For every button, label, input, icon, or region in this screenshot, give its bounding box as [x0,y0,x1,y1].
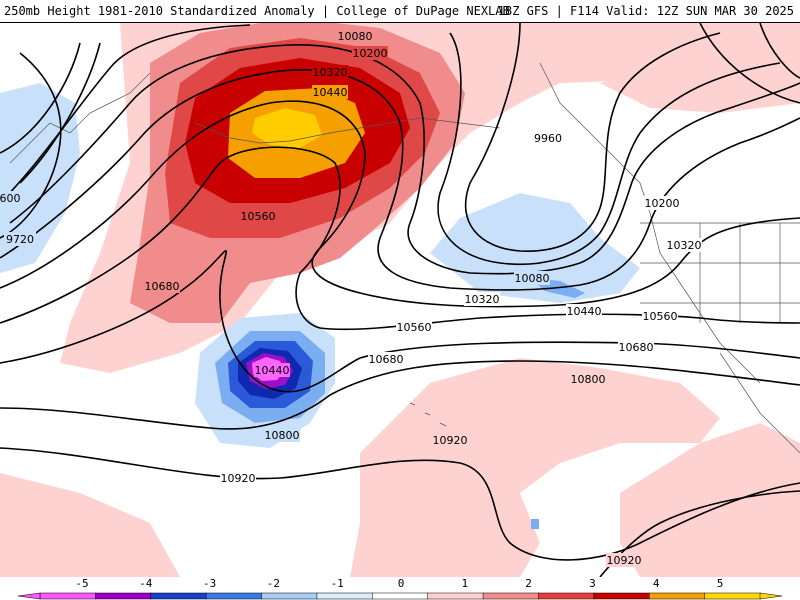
colorbar-label: 3 [589,577,596,590]
colorbar-swatch [372,592,429,600]
contour-9720-west [0,52,62,239]
colorbar-label: 1 [461,577,469,590]
contour-label: 10920 [221,472,256,485]
coastline-aleutians [194,117,501,144]
colorbar-right-arrow [759,592,783,600]
contour-north-ne [699,23,800,104]
colorbar-label: -2 [266,577,281,590]
contour-label: 10560 [643,310,678,323]
anomaly-region-pos1-sw [0,473,180,577]
anomaly-region-neg1-small [531,519,539,529]
colorbar-swatch [39,592,97,600]
coastlines [9,62,800,454]
colorbar-swatches [17,592,783,600]
colorbar-label: 4 [652,577,660,590]
map-header: 250mb Height 1981-2010 Standardized Anom… [0,0,800,23]
colorbar-label: 2 [525,577,532,590]
anomaly-region-neg1-gulf [430,193,640,303]
colorbar-swatch [538,592,595,600]
colorbar-svg [17,592,783,600]
contour-label: 10440 [567,305,602,318]
colorbar-label: -3 [202,577,217,590]
contour-label: 10560 [241,210,276,223]
colorbar-swatch [482,592,540,600]
contour-10080 [0,24,781,266]
colorbar-swatch [95,592,152,600]
map-title: 250mb Height 1981-2010 Standardized Anom… [4,4,510,18]
contour-labels: 10080 10200 10320 10440 10560 10680 600 … [0,29,702,567]
contour-label: 10440 [255,364,290,377]
coastline-alaska [539,62,761,384]
hawaii-islands [409,402,447,427]
contour-label: 10320 [313,66,348,79]
map-svg: 10080 10200 10320 10440 10560 10680 600 … [0,23,800,577]
state-borders [640,222,800,323]
colorbar-label: -1 [330,577,344,590]
contour-label: 10200 [645,197,680,210]
colorbar-swatch [648,592,706,600]
contour-9960 [19,23,721,252]
contour-10560 [0,146,800,331]
colorbar-swatch [316,592,374,600]
colorbar-swatch [205,592,263,600]
contour-label: 9720 [6,233,34,246]
contour-10440 [0,100,800,308]
contour-label: 600 [0,192,21,205]
anomaly-region-pos1-se [620,423,800,577]
colorbar-swatch [261,592,318,600]
colorbar-label: 5 [716,577,724,590]
contour-label: 10800 [265,429,300,442]
contour-10920-south [0,447,800,561]
contour-label: 10320 [667,239,702,252]
contour-label: 10320 [465,293,500,306]
anomaly-region-pos1-ne [600,53,800,113]
contour-label: 10080 [338,30,373,43]
contour-label: 10200 [353,47,388,60]
colorbar-swatch [704,592,761,600]
height-contours [0,23,800,577]
coastline-kamchatka [9,72,151,164]
colorbar-label: -4 [139,577,153,590]
contour-label: 10680 [369,353,404,366]
contour-label: 10080 [515,272,550,285]
contour-label: 10440 [313,86,348,99]
colorbar-label: 0 [397,577,405,590]
map-canvas[interactable]: 10080 10200 10320 10440 10560 10680 600 … [0,23,800,577]
contour-label: 10680 [145,280,180,293]
model-valid-time: 18Z GFS | F114 Valid: 12Z SUN MAR 30 202… [497,4,794,18]
contour-10800 [0,360,800,430]
contour-label: 10920 [607,554,642,567]
contour-label: 10920 [433,434,468,447]
contour-10200 [9,44,800,275]
colorbar-swatch [150,592,207,600]
colorbar-swatch [427,592,484,600]
colorbar-legend: -5 -4 -3 -2 -1 0 1 2 3 4 5 [0,577,800,600]
colorbar-left-arrow [17,592,41,600]
coastline-baja [719,352,800,454]
colorbar-swatch [593,592,650,600]
contour-label: 10560 [397,321,432,334]
contour-label: 10680 [619,341,654,354]
contour-9840-west [0,42,81,154]
contour-label: 9960 [534,132,562,145]
colorbar-label: -5 [75,577,89,590]
contour-label: 10800 [571,373,606,386]
anomaly-region-pos1-south [350,358,720,577]
